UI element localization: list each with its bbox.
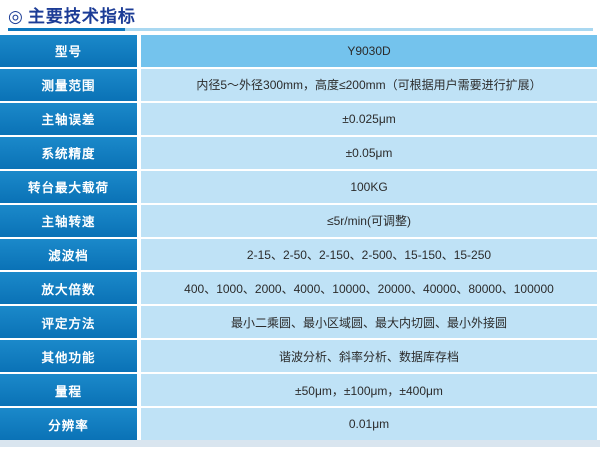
- row-label: 量程: [0, 374, 137, 407]
- row-value: Y9030D: [141, 35, 597, 67]
- row-label: 滤波档: [0, 238, 137, 271]
- row-value: 最小二乘圆、最小区域圆、最大内切圆、最小外接圆: [141, 306, 597, 339]
- table-row: 分辨率 0.01μm: [0, 408, 597, 441]
- row-value: 内径5～外径300mm，高度≤200mm（可根据用户需要进行扩展）: [141, 68, 597, 101]
- row-value: 谐波分析、斜率分析、数据库存档: [141, 340, 597, 373]
- row-value: ±0.05μm: [141, 136, 597, 169]
- table-row: 转台最大载荷 100KG: [0, 170, 597, 203]
- table-row: 滤波档 2-15、2-50、2-150、2-500、15-150、15-250: [0, 238, 597, 271]
- row-value: ±0.025μm: [141, 102, 597, 135]
- table-row: 主轴误差 ±0.025μm: [0, 102, 597, 135]
- row-value: 100KG: [141, 170, 597, 203]
- row-label: 其他功能: [0, 340, 137, 373]
- row-value: ≤5r/min(可调整): [141, 204, 597, 237]
- divider-light-segment: [125, 28, 593, 31]
- row-label: 主轴转速: [0, 204, 137, 237]
- section-header: ◎ 主要技术指标: [0, 0, 600, 28]
- row-label: 测量范围: [0, 68, 137, 101]
- divider-dark-segment: [8, 28, 125, 31]
- spec-table: 型号 Y9030D 测量范围 内径5～外径300mm，高度≤200mm（可根据用…: [0, 35, 597, 441]
- table-row: 量程 ±50μm，±100μm，±400μm: [0, 374, 597, 407]
- table-row: 评定方法 最小二乘圆、最小区域圆、最大内切圆、最小外接圆: [0, 306, 597, 339]
- table-row: 测量范围 内径5～外径300mm，高度≤200mm（可根据用户需要进行扩展）: [0, 68, 597, 101]
- row-value: ±50μm，±100μm，±400μm: [141, 374, 597, 407]
- row-label: 型号: [0, 35, 137, 67]
- row-label: 放大倍数: [0, 272, 137, 305]
- table-row: 系统精度 ±0.05μm: [0, 136, 597, 169]
- section-divider: [8, 28, 593, 31]
- row-label: 转台最大载荷: [0, 170, 137, 203]
- section-bullet-icon: ◎: [8, 6, 23, 26]
- bottom-strip: [0, 440, 600, 447]
- table-row: 主轴转速 ≤5r/min(可调整): [0, 204, 597, 237]
- table-row: 型号 Y9030D: [0, 35, 597, 67]
- row-value: 0.01μm: [141, 408, 597, 441]
- row-value: 2-15、2-50、2-150、2-500、15-150、15-250: [141, 238, 597, 271]
- row-value: 400、1000、2000、4000、10000、20000、40000、800…: [141, 272, 597, 305]
- page-title: 主要技术指标: [27, 6, 136, 26]
- table-row: 其他功能 谐波分析、斜率分析、数据库存档: [0, 340, 597, 373]
- table-row: 放大倍数 400、1000、2000、4000、10000、20000、4000…: [0, 272, 597, 305]
- row-label: 评定方法: [0, 306, 137, 339]
- row-label: 系统精度: [0, 136, 137, 169]
- row-label: 主轴误差: [0, 102, 137, 135]
- row-label: 分辨率: [0, 408, 137, 441]
